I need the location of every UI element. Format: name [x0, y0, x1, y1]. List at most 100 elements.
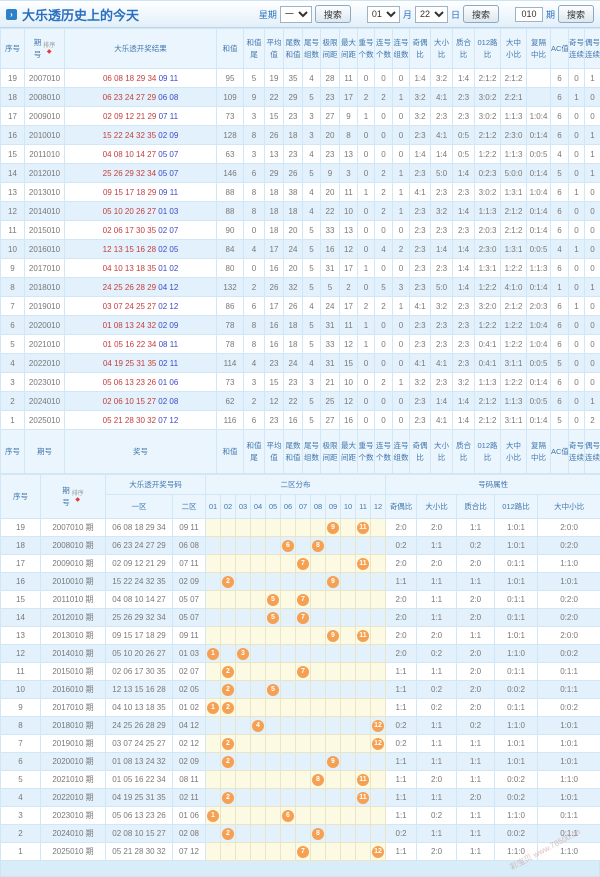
day-select[interactable]: 22	[415, 6, 448, 23]
stat-cell: 5	[244, 69, 265, 88]
dist-cell: 7	[296, 843, 311, 861]
dist-cell	[236, 735, 251, 753]
dist-cell	[356, 645, 371, 663]
dist-cell	[341, 627, 356, 645]
t1-col-header: 复隔中比	[527, 29, 551, 69]
zone2-cell: 02 05	[173, 681, 206, 699]
stat-cell: 2:3	[410, 221, 431, 240]
attr-cell: 0:1:1	[495, 591, 538, 609]
seq-cell: 16	[1, 126, 25, 145]
stat-cell: 23	[321, 145, 340, 164]
stat-cell: 1	[358, 107, 375, 126]
stat-cell: 4:1:0	[501, 278, 527, 297]
seq-cell: 4	[1, 354, 25, 373]
dist-cell	[266, 807, 281, 825]
period-cell: 2009010 期	[41, 555, 106, 573]
back-numbers: 04 12	[158, 283, 178, 292]
dist-cell	[206, 555, 221, 573]
period-cell: 2016010 期	[41, 681, 106, 699]
attr-cell: 1:1:0	[495, 843, 538, 861]
stat-cell: 20	[284, 221, 303, 240]
t1-col-header: 尾数和值	[284, 29, 303, 69]
period-cell: 2016010	[25, 240, 65, 259]
zone1-cell: 02 08 10 15 27	[106, 825, 173, 843]
t1-footer-header: 质合比	[453, 430, 475, 474]
attr-cell: 1:1	[457, 843, 495, 861]
day-label: 日	[451, 8, 460, 21]
dist-cell: 8	[311, 771, 326, 789]
dist-cell	[221, 717, 236, 735]
stat-cell: 1:2:2	[475, 316, 501, 335]
stat-cell: 1:4	[410, 145, 431, 164]
attr-cell: 1:0:1	[495, 627, 538, 645]
stat-cell: 2	[585, 411, 600, 430]
dist-cell: 11	[356, 789, 371, 807]
dist-cell	[221, 609, 236, 627]
stat-cell: 0:5	[453, 145, 475, 164]
stat-cell: 1	[585, 278, 600, 297]
result-cell: 24 25 26 28 29 04 12	[65, 278, 217, 297]
dist-cell	[371, 771, 386, 789]
lotto-ball: 9	[327, 522, 339, 534]
period-input[interactable]	[515, 7, 543, 22]
stat-cell: 1:2:2	[475, 278, 501, 297]
stat-cell: 73	[217, 107, 244, 126]
attr-cell: 0:2	[386, 825, 417, 843]
stat-cell: 4	[375, 240, 393, 259]
t2-attr-header: 质合比	[457, 495, 495, 519]
stat-cell: 8	[244, 316, 265, 335]
month-select[interactable]: 01	[367, 6, 400, 23]
t1-footer-header: 奖号	[65, 430, 217, 474]
stat-cell: 0	[585, 221, 600, 240]
seq-cell: 10	[1, 240, 25, 259]
period-cell: 2025010 期	[41, 843, 106, 861]
stat-cell: 3	[303, 373, 321, 392]
dist-cell	[266, 699, 281, 717]
week-search-button[interactable]: 搜索	[315, 5, 351, 23]
dist-cell	[251, 591, 266, 609]
seq-cell: 16	[1, 573, 41, 591]
period-cell: 2019010 期	[41, 735, 106, 753]
lotto-ball: 6	[282, 540, 294, 552]
stat-cell: 27	[321, 411, 340, 430]
lotto-ball: 9	[327, 576, 339, 588]
stat-cell: 1:1:3	[501, 107, 527, 126]
dist-cell	[356, 537, 371, 555]
attr-cell: 1:0:1	[495, 573, 538, 591]
sort-control[interactable]: 排序◆	[43, 43, 55, 55]
zone2-cell: 04 12	[173, 717, 206, 735]
stat-cell: 8	[244, 202, 265, 221]
dist-cell	[221, 843, 236, 861]
attr-cell: 2:0	[417, 519, 457, 537]
attr-cell: 0:1:1	[495, 663, 538, 681]
zone1-cell: 03 07 24 25 27	[106, 735, 173, 753]
stat-cell: 17	[340, 88, 358, 107]
week-select[interactable]: 一	[280, 6, 312, 23]
period-search-button[interactable]: 搜索	[558, 5, 594, 23]
stat-cell: 5	[375, 278, 393, 297]
stat-cell: 31	[321, 259, 340, 278]
stat-cell: 0	[569, 278, 585, 297]
dist-cell	[356, 825, 371, 843]
t1-col-header: 奇号连续	[569, 29, 585, 69]
stat-cell: 2:3	[410, 240, 431, 259]
t2-dist-col-header: 05	[266, 495, 281, 519]
dist-cell	[206, 717, 221, 735]
dist-cell	[341, 807, 356, 825]
period-cell: 2012010	[25, 164, 65, 183]
result-cell: 02 09 12 21 29 07 11	[65, 107, 217, 126]
stat-cell: 5	[303, 240, 321, 259]
zone1-cell: 09 15 17 18 29	[106, 627, 173, 645]
attr-cell: 0:2	[457, 717, 495, 735]
stat-cell: 5	[303, 259, 321, 278]
sort-control[interactable]: 排序◆	[72, 491, 84, 503]
attr-cell: 1:1	[457, 807, 495, 825]
date-search-button[interactable]: 搜索	[463, 5, 499, 23]
attr-cell: 2:0	[386, 609, 417, 627]
attr-cell: 1:1	[386, 573, 417, 591]
dist-cell: 1	[206, 807, 221, 825]
